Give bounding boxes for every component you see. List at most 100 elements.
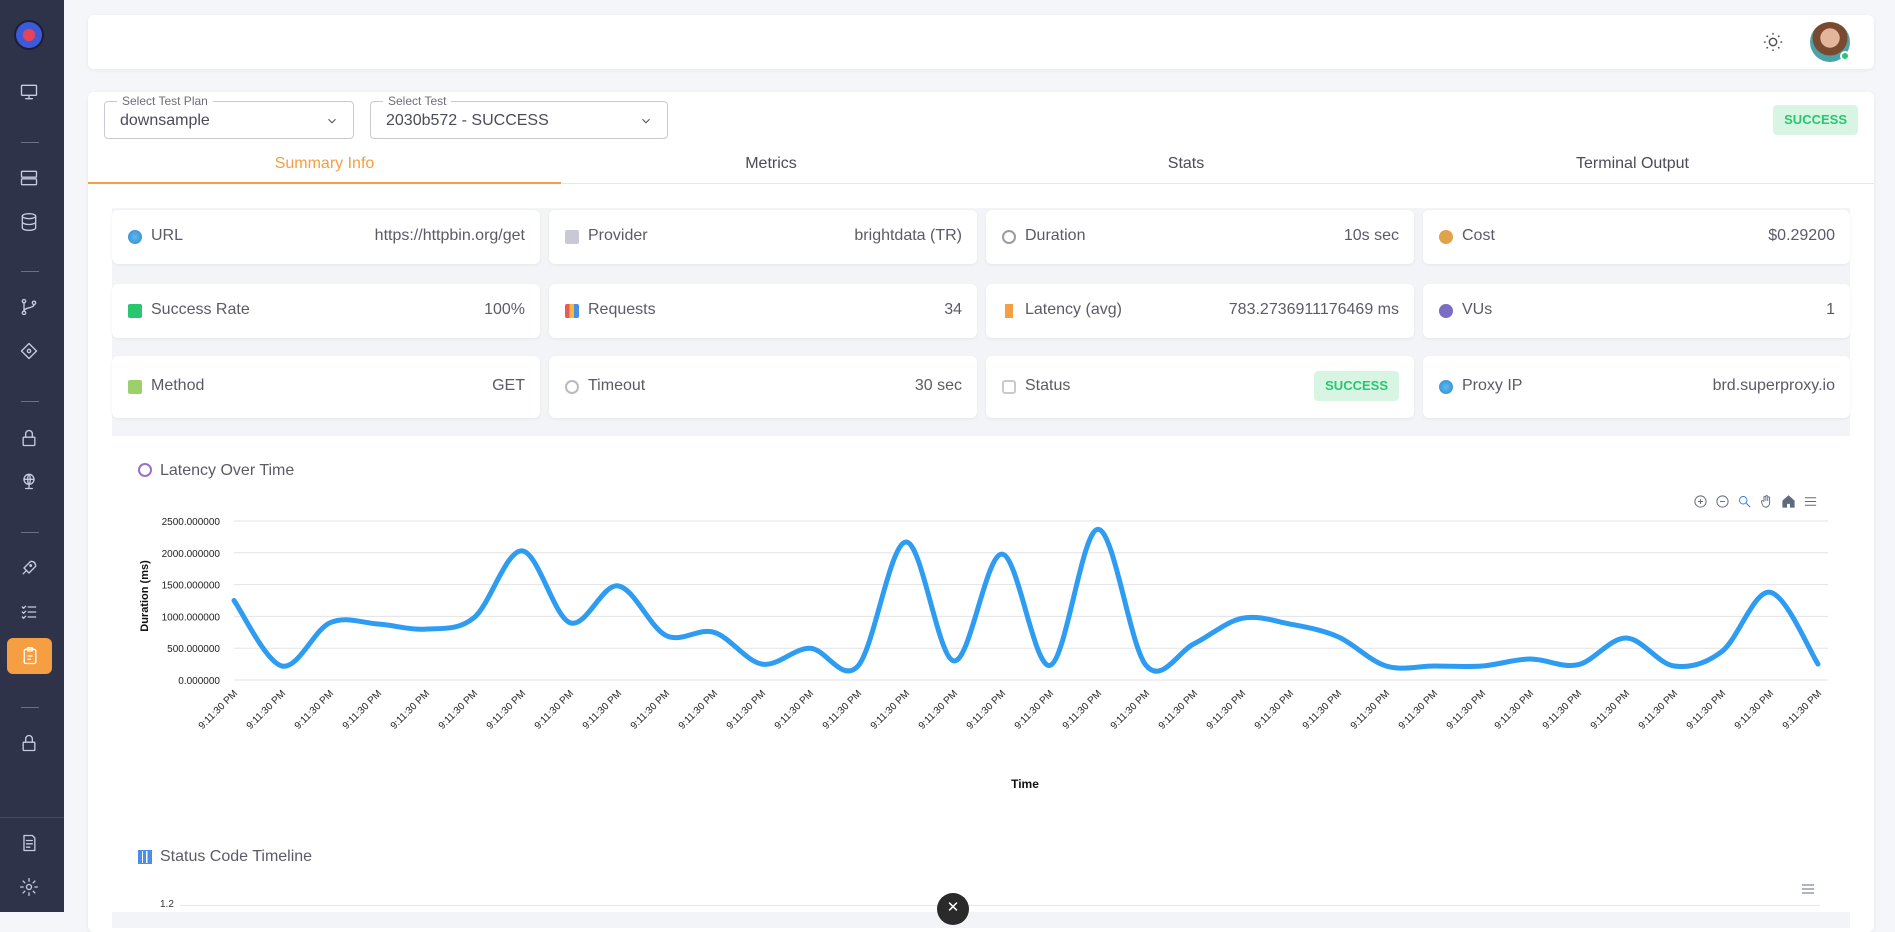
check-icon	[128, 304, 142, 318]
card-value: https://httpbin.org/get	[374, 227, 525, 244]
card-value: $0.29200	[1768, 227, 1835, 244]
close-icon[interactable]: ✕	[937, 893, 969, 925]
y-tick-label: 1500.000000	[162, 581, 221, 592]
card-value: 783.2736911176469 ms	[1228, 301, 1399, 318]
x-tick-label: 9:11:30 PM	[917, 688, 960, 731]
top-bar	[88, 15, 1874, 69]
timeout-card: Timeout 30 sec	[549, 356, 977, 418]
tab-stats[interactable]: Stats	[1167, 155, 1205, 172]
x-tick-label: 9:11:30 PM	[533, 688, 576, 731]
sidebar-divider	[0, 817, 64, 818]
sidebar	[0, 0, 64, 912]
test-select[interactable]: Select Test 2030b572 - SUCCESS	[370, 94, 668, 139]
menu-icon[interactable]	[1800, 881, 1816, 897]
card-value: 34	[944, 301, 962, 318]
money-bag-icon	[1439, 230, 1453, 244]
x-tick-label: 9:11:30 PM	[773, 688, 816, 731]
status-chart-y-tick: 1.2	[160, 899, 174, 910]
x-tick-label: 9:11:30 PM	[197, 688, 240, 731]
gear-icon[interactable]	[18, 876, 40, 898]
card-label: VUs	[1462, 301, 1493, 318]
user-avatar[interactable]	[1810, 22, 1850, 62]
tab-terminal-output[interactable]: Terminal Output	[1576, 155, 1689, 172]
x-tick-label: 9:11:30 PM	[1061, 688, 1104, 731]
card-value: 10s sec	[1343, 227, 1399, 244]
test-plan-select[interactable]: Select Test Plan downsample	[104, 94, 354, 139]
zoom-out-icon[interactable]	[1714, 493, 1730, 509]
duration-card: Duration 10s sec	[986, 210, 1414, 264]
y-axis-label: Duration (ms)	[139, 560, 151, 632]
chevron-down-icon	[639, 114, 653, 128]
tab-metrics[interactable]: Metrics	[745, 155, 797, 172]
lightning-icon	[1005, 304, 1013, 318]
x-tick-label: 9:11:30 PM	[1493, 688, 1536, 731]
x-tick-label: 9:11:30 PM	[1781, 688, 1824, 731]
status-chart-title: Status Code Timeline	[160, 848, 313, 865]
online-status-dot	[1840, 51, 1850, 61]
menu-icon[interactable]	[1802, 493, 1818, 509]
users-icon	[1439, 304, 1453, 318]
globe-icon	[128, 230, 142, 244]
latency-chart-card	[112, 436, 1850, 912]
proxy-ip-card: Proxy IP brd.superproxy.io	[1423, 356, 1850, 418]
sidebar-divider	[21, 142, 39, 143]
lock-icon[interactable]	[18, 732, 40, 754]
method-card: Method GET	[112, 356, 540, 418]
x-tick-label: 9:11:30 PM	[389, 688, 432, 731]
x-tick-label: 9:11:30 PM	[1349, 688, 1392, 731]
sidebar-divider	[21, 707, 39, 708]
card-value: 1	[1826, 301, 1835, 318]
x-tick-label: 9:11:30 PM	[1589, 688, 1632, 731]
file-icon[interactable]	[18, 832, 40, 854]
x-tick-label: 9:11:30 PM	[1637, 688, 1680, 731]
monitor-icon[interactable]	[18, 81, 40, 103]
chart-grid	[234, 520, 1828, 681]
git-branch-icon[interactable]	[18, 296, 40, 318]
x-axis-ticks: 9:11:30 PM 9:11:30 PM 9:11:30 PM 9:11:30 PM…	[197, 688, 1824, 731]
x-tick-label: 9:11:30 PM	[1445, 688, 1488, 731]
success-rate-card: Success Rate 100%	[112, 284, 540, 338]
card-label: Method	[151, 377, 205, 394]
status-badge: SUCCESS	[1314, 371, 1399, 401]
x-tick-label: 9:11:30 PM	[1253, 688, 1296, 731]
y-axis-ticks: 0.000000 500.000000 1000.000000 1500.000000…	[162, 517, 221, 687]
card-label: Timeout	[588, 377, 646, 394]
chart-toolbar	[1692, 493, 1818, 511]
rocket-icon[interactable]	[18, 557, 40, 579]
clipboard-icon[interactable]	[7, 638, 52, 674]
x-tick-label: 9:11:30 PM	[965, 688, 1008, 731]
globe-icon	[1439, 380, 1453, 394]
series-line	[231, 526, 1821, 674]
test-plan-value: downsample	[120, 112, 210, 129]
x-tick-label: 9:11:30 PM	[1301, 688, 1344, 731]
home-icon[interactable]	[1780, 493, 1796, 509]
x-tick-label: 9:11:30 PM	[1397, 688, 1440, 731]
globe-icon[interactable]	[18, 470, 40, 492]
lock-icon[interactable]	[18, 427, 40, 449]
tag-icon[interactable]	[18, 340, 40, 362]
tab-bar: Summary Info Metrics Stats Terminal Outp…	[88, 154, 1874, 184]
status-badge: SUCCESS	[1773, 105, 1858, 135]
x-tick-label: 9:11:30 PM	[1685, 688, 1728, 731]
card-label: Status	[1025, 377, 1071, 394]
magnifier-icon[interactable]	[1736, 493, 1752, 509]
requests-card: Requests 34	[549, 284, 977, 338]
card-value: GET	[492, 377, 525, 394]
status-chart-gridline	[180, 905, 1820, 906]
x-tick-label: 9:11:30 PM	[869, 688, 912, 731]
server-icon[interactable]	[18, 167, 40, 189]
x-tick-label: 9:11:30 PM	[293, 688, 336, 731]
card-label: Cost	[1462, 227, 1495, 244]
shield-icon	[1002, 380, 1016, 394]
card-value: brd.superproxy.io	[1712, 377, 1835, 394]
sun-icon[interactable]	[1762, 31, 1784, 53]
x-tick-label: 9:11:30 PM	[581, 688, 624, 731]
checklist-icon[interactable]	[18, 601, 40, 623]
card-value: 100%	[484, 301, 525, 318]
tab-summary-info[interactable]: Summary Info	[88, 154, 561, 184]
clock-icon	[1002, 230, 1016, 244]
app-logo[interactable]	[14, 20, 44, 50]
pan-hand-icon[interactable]	[1758, 493, 1774, 509]
database-icon[interactable]	[18, 211, 40, 233]
zoom-in-icon[interactable]	[1692, 493, 1708, 509]
